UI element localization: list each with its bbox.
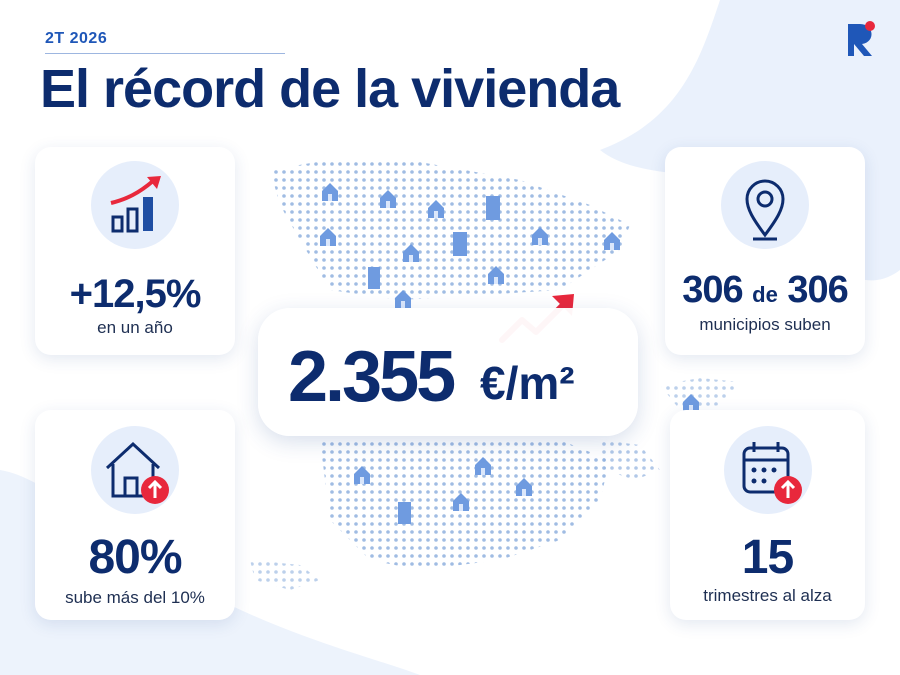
pin-icon xyxy=(721,161,809,249)
stat-card: 80% sube más del 10% xyxy=(35,410,235,620)
stat-value: 15 xyxy=(741,531,794,584)
stat-caption: en un año xyxy=(97,318,173,337)
divider xyxy=(45,53,285,54)
main-unit: €/m² xyxy=(480,357,575,409)
stat-value: 80% xyxy=(88,531,182,584)
stat-card: +12,5% en un año xyxy=(35,147,235,355)
stat-caption: sube más del 10% xyxy=(65,588,205,607)
chart-icon xyxy=(91,161,179,249)
title: El récord de la vivienda xyxy=(40,59,620,119)
stat-value: +12,5% xyxy=(69,272,202,316)
main-stat: 2.355 €/m² xyxy=(258,308,638,436)
stat-value: 306 de 306 xyxy=(665,269,865,312)
stat-card: 306 de 306 municipios suben xyxy=(665,147,865,355)
eyebrow: 2T 2026 xyxy=(45,30,108,47)
main-value: 2.355 xyxy=(288,337,456,417)
logo xyxy=(848,21,875,56)
house-icon xyxy=(91,426,179,514)
stat-value: 306 xyxy=(682,269,743,311)
calendar-icon xyxy=(723,426,812,514)
map-dots xyxy=(270,158,630,300)
stat-connector: de xyxy=(752,282,778,307)
stat-total: 306 xyxy=(787,269,848,311)
stat-caption: trimestres al alza xyxy=(703,586,832,605)
stat-card: 15 trimestres al alza xyxy=(670,410,865,620)
stat-caption: municipios suben xyxy=(699,315,831,334)
